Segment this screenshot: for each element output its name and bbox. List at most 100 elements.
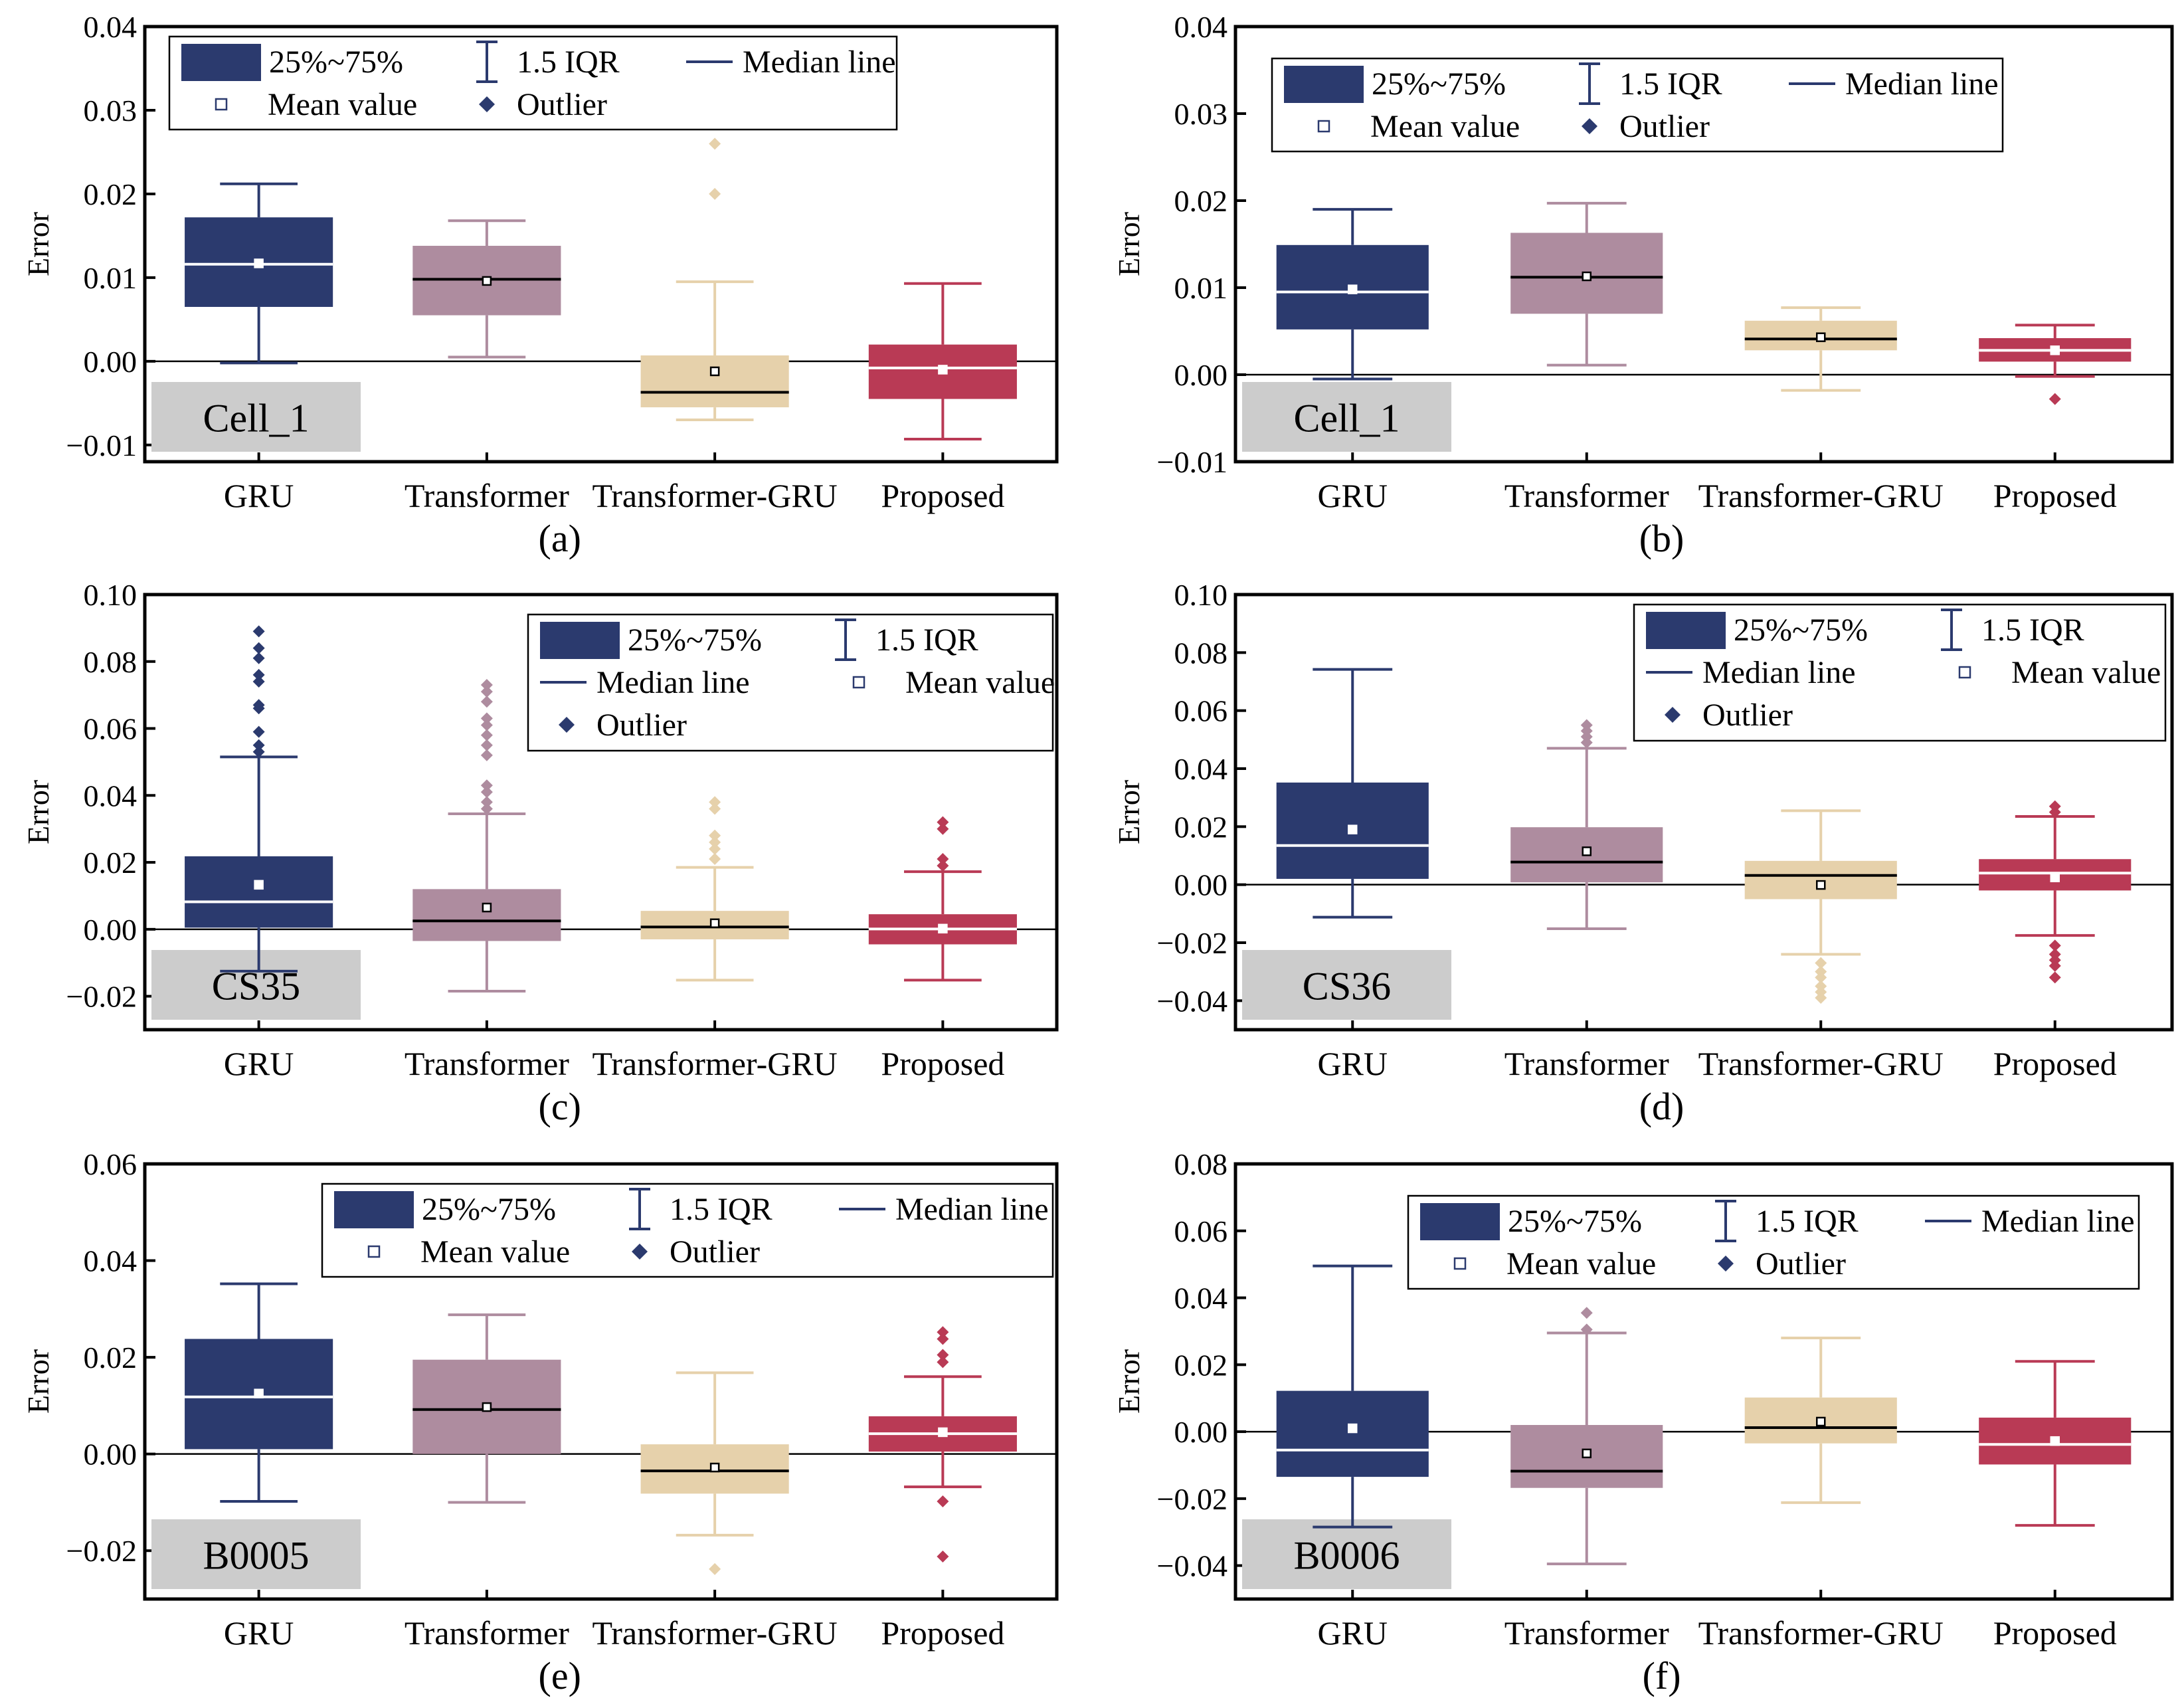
outlier-point (480, 696, 493, 708)
dataset-tag-box (1242, 1519, 1451, 1589)
legend-label: Mean value (268, 87, 417, 122)
legend-outlier-swatch (632, 1244, 648, 1260)
mean-marker (1348, 824, 1358, 834)
outlier-point (480, 679, 493, 692)
x-tick-label: Transformer-GRU (1698, 477, 1944, 514)
mean-marker (709, 366, 720, 377)
mean-marker (938, 365, 948, 375)
dataset-tag: CS36 (1303, 965, 1391, 1008)
outlier-point (709, 138, 721, 150)
outlier-point (480, 803, 493, 815)
y-tick-label: −0.04 (1157, 1549, 1228, 1583)
x-tick-label: Transformer-GRU (592, 477, 837, 514)
dataset-tag-box (1242, 950, 1451, 1020)
x-tick-label: Transformer (1504, 1614, 1669, 1652)
y-tick-label: 0.04 (84, 1244, 137, 1278)
panel-a: −0.01 0.00 0.01 0.02 0.03 0.04 Error GRU Transfo… (21, 10, 1059, 560)
box-proposed (1979, 1360, 2132, 1527)
outlier-point (937, 816, 949, 828)
legend-symbol (367, 1245, 381, 1258)
y-tick-label: 0.04 (1174, 752, 1228, 786)
y-tick-label: 0.04 (84, 10, 137, 44)
plot-frame (1233, 25, 2174, 464)
plot-frame (143, 1162, 1059, 1601)
iqr-box (412, 889, 561, 941)
y-tick-label: 0.01 (84, 261, 137, 295)
outlier-point (937, 860, 949, 872)
mean-marker (1816, 1416, 1826, 1427)
legend-box-swatch (334, 1191, 414, 1228)
y-tick-label: 0.00 (1174, 1415, 1228, 1449)
y-tick-label: 0.04 (1174, 1281, 1228, 1315)
legend-symbol (1582, 118, 1597, 134)
y-axis-label: Error (1112, 1349, 1146, 1414)
panel-caption: (a) (539, 517, 581, 560)
mean-marker (2050, 1436, 2060, 1446)
legend: 25%~75% 1.5 IQR Median line Mean value Outli… (1271, 57, 2004, 153)
mean-marker (938, 923, 948, 934)
legend: 25%~75% 1.5 IQR Median line Mean value Outli… (321, 1182, 1054, 1278)
y-tick-label: 0.02 (1174, 184, 1228, 218)
panel-caption: (e) (539, 1654, 581, 1697)
y-tick-label: 0.02 (84, 177, 137, 211)
y-tick-label: 0.02 (84, 1341, 137, 1374)
legend-box-swatch (1420, 1203, 1500, 1240)
legend-symbol (629, 1188, 650, 1230)
outlier-point (937, 1349, 949, 1361)
y-tick-label: 0.02 (84, 846, 137, 880)
outlier-point (252, 745, 265, 758)
legend: 25%~75% 1.5 IQR Median line Mean value Outli… (1407, 1194, 2140, 1290)
legend-frame (168, 35, 898, 131)
mean-marker (254, 258, 264, 268)
outlier-point (252, 739, 265, 751)
y-tick-label: 0.06 (84, 712, 137, 746)
outlier-point (709, 803, 721, 815)
outlier-point (937, 853, 949, 866)
legend-label: Outlier (596, 708, 687, 743)
legend-label: 1.5 IQR (1981, 613, 2084, 648)
y-tick-label: 0.00 (84, 913, 137, 947)
x-tick-label: Proposed (1993, 1045, 2117, 1082)
mean-marker (1348, 284, 1358, 294)
mean-marker (1582, 1448, 1592, 1459)
outlier-point (937, 1333, 949, 1345)
outlier-point (2048, 959, 2061, 972)
legend-label: 25%~75% (422, 1192, 556, 1227)
legend-label: 1.5 IQR (670, 1192, 773, 1227)
legend-outlier-swatch (1582, 118, 1597, 134)
y-axis-label: Error (1112, 780, 1146, 844)
outlier-point (252, 625, 265, 638)
legend-frame (321, 1182, 1054, 1278)
legend-symbol (479, 96, 495, 112)
plot-frame (1233, 593, 2174, 1032)
mean-marker (1582, 846, 1592, 856)
outlier-point (1580, 1307, 1593, 1319)
legend-label: Mean value (2011, 655, 2161, 690)
outlier-point (709, 836, 721, 848)
outlier-point (1580, 719, 1593, 731)
outlier-point (480, 786, 493, 799)
outlier-point (709, 1562, 721, 1575)
legend-label: Outlier (1702, 698, 1793, 733)
legend-symbol (334, 1191, 414, 1228)
x-tick-label: Proposed (1993, 1614, 2117, 1652)
legend-outlier-swatch (1665, 707, 1681, 723)
outlier-point (480, 779, 493, 792)
outlier-point (480, 686, 493, 698)
x-tick-label: GRU (224, 1614, 294, 1652)
panel-caption: (f) (1643, 1654, 1681, 1697)
box-gru (185, 625, 333, 973)
y-tick-label: 0.03 (1174, 97, 1228, 131)
legend-frame (1407, 1194, 2140, 1290)
outlier-point (937, 1495, 949, 1507)
y-tick-label: 0.00 (1174, 868, 1228, 902)
x-tick-label: Proposed (881, 1045, 1004, 1082)
box-transformer (1510, 1307, 1663, 1566)
y-axis-label: Error (21, 780, 55, 844)
box-proposed (868, 816, 1017, 982)
legend-label: Outlier (670, 1234, 760, 1270)
y-tick-label: 0.00 (84, 345, 137, 379)
legend-symbol (852, 676, 865, 689)
y-tick-label: 0.04 (84, 779, 137, 812)
